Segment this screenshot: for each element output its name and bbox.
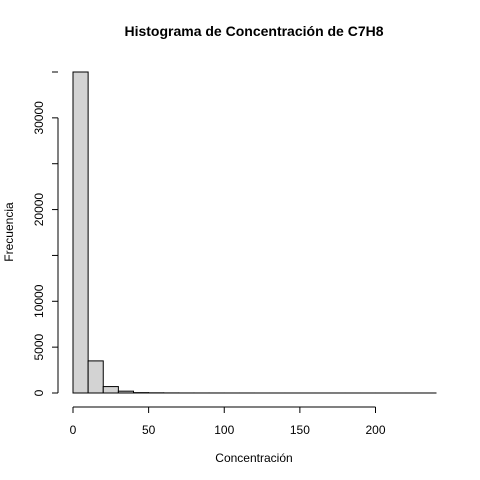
chart-title: Histograma de Concentración de C7H8 bbox=[124, 23, 383, 39]
histogram-bar bbox=[88, 361, 103, 393]
histogram-bar bbox=[73, 72, 88, 393]
x-tick-label: 150 bbox=[290, 423, 310, 437]
y-axis-label: Frecuencia bbox=[2, 202, 16, 262]
x-axis-label: Concentración bbox=[215, 451, 292, 465]
x-tick-label: 0 bbox=[70, 423, 77, 437]
x-tick-label: 200 bbox=[365, 423, 385, 437]
y-tick-label: 10000 bbox=[32, 284, 46, 318]
histogram-bars bbox=[73, 72, 436, 393]
y-tick-label: 0 bbox=[32, 389, 46, 396]
y-tick-label: 5000 bbox=[32, 333, 46, 360]
x-axis: 0 50 100 150 200 bbox=[70, 407, 386, 437]
x-tick-label: 50 bbox=[142, 423, 156, 437]
y-tick-label: 30000 bbox=[32, 101, 46, 135]
y-axis: 0 5000 10000 20000 30000 bbox=[32, 72, 58, 396]
histogram-bar bbox=[118, 391, 133, 393]
y-tick-label: 20000 bbox=[32, 193, 46, 227]
histogram-bar bbox=[103, 387, 118, 393]
x-tick-label: 100 bbox=[214, 423, 234, 437]
